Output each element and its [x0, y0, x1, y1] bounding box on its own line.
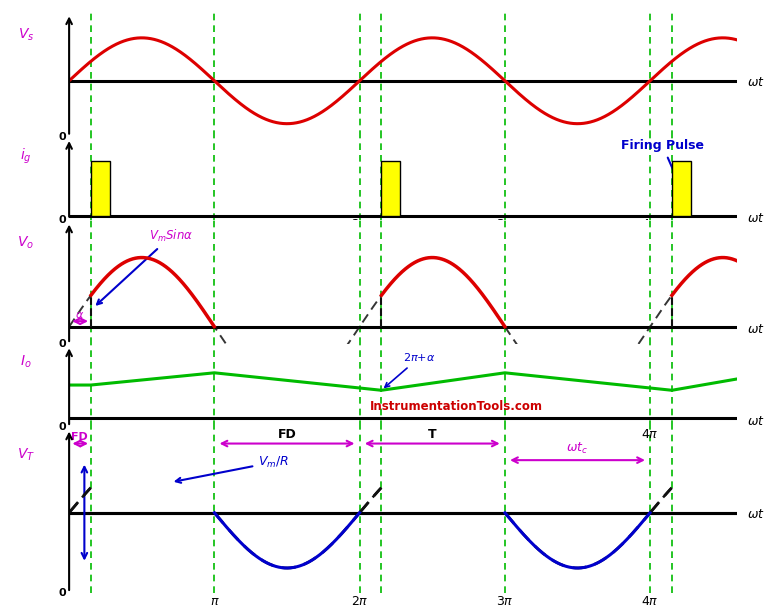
- Text: $V_m Sin\alpha$: $V_m Sin\alpha$: [97, 228, 194, 304]
- Text: $i_g$: $i_g$: [20, 146, 31, 166]
- Bar: [382, 161, 400, 217]
- Text: $4\pi$: $4\pi$: [641, 143, 659, 155]
- Text: $\alpha$: $\alpha$: [86, 436, 95, 445]
- Text: $4\pi$: $4\pi$: [641, 353, 659, 365]
- Text: $\pi$: $\pi$: [210, 143, 219, 155]
- Text: $3\pi$: $3\pi$: [496, 218, 514, 231]
- Text: $\omega t$: $\omega t$: [747, 508, 765, 522]
- Bar: [91, 161, 110, 217]
- Text: InstrumentationTools.com: InstrumentationTools.com: [370, 400, 543, 413]
- Text: $2\pi$: $2\pi$: [351, 595, 369, 605]
- Text: $4\pi$: $4\pi$: [641, 430, 659, 442]
- Text: $2\pi{+}\alpha$: $2\pi{+}\alpha$: [366, 356, 396, 368]
- Text: $4\pi$: $4\pi$: [641, 595, 659, 605]
- Text: $\omega t$: $\omega t$: [747, 415, 765, 428]
- Text: FD: FD: [71, 432, 88, 442]
- Text: $2\pi$: $2\pi$: [351, 143, 369, 155]
- Text: $\alpha$: $\alpha$: [86, 358, 95, 368]
- Text: $\omega t_c$: $\omega t_c$: [567, 441, 588, 456]
- Text: $4\pi$: $4\pi$: [641, 428, 659, 441]
- Text: $\omega t$: $\omega t$: [747, 323, 765, 336]
- Text: $4\pi$: $4\pi$: [641, 218, 659, 231]
- Text: $2\pi$: $2\pi$: [351, 218, 369, 231]
- Text: $\pi$: $\pi$: [210, 353, 219, 365]
- Text: 0: 0: [58, 131, 66, 142]
- Text: 0: 0: [58, 588, 66, 598]
- Text: $3\pi$: $3\pi$: [496, 353, 514, 365]
- Text: 0: 0: [58, 422, 66, 432]
- Text: $\pi$: $\pi$: [210, 595, 219, 605]
- Text: $2\pi{+}\alpha$: $2\pi{+}\alpha$: [385, 352, 435, 387]
- Text: $\omega t$: $\omega t$: [747, 212, 765, 226]
- Text: $2\pi$: $2\pi$: [351, 430, 369, 442]
- Text: $V_s$: $V_s$: [18, 27, 34, 44]
- Text: $3\pi$: $3\pi$: [496, 143, 514, 155]
- Text: T: T: [428, 428, 436, 441]
- Text: $2\pi$: $2\pi$: [351, 353, 369, 365]
- Text: $I_o$: $I_o$: [20, 354, 31, 370]
- Text: Firing Pulse: Firing Pulse: [621, 139, 704, 184]
- Text: $V_o$: $V_o$: [17, 235, 35, 251]
- Text: $\alpha$: $\alpha$: [75, 310, 84, 321]
- Text: 0: 0: [58, 215, 66, 224]
- Text: $\pi$: $\pi$: [210, 218, 219, 231]
- Text: $3\pi$: $3\pi$: [496, 430, 514, 442]
- Text: $3\pi$: $3\pi$: [496, 595, 514, 605]
- Text: $\omega t$: $\omega t$: [747, 76, 765, 89]
- Text: $V_m/R$: $V_m/R$: [176, 455, 289, 483]
- Text: FD: FD: [277, 428, 296, 441]
- Text: 0: 0: [58, 339, 66, 349]
- Text: $\pi$: $\pi$: [210, 430, 219, 442]
- Bar: [672, 161, 690, 217]
- Text: $V_T$: $V_T$: [17, 447, 35, 463]
